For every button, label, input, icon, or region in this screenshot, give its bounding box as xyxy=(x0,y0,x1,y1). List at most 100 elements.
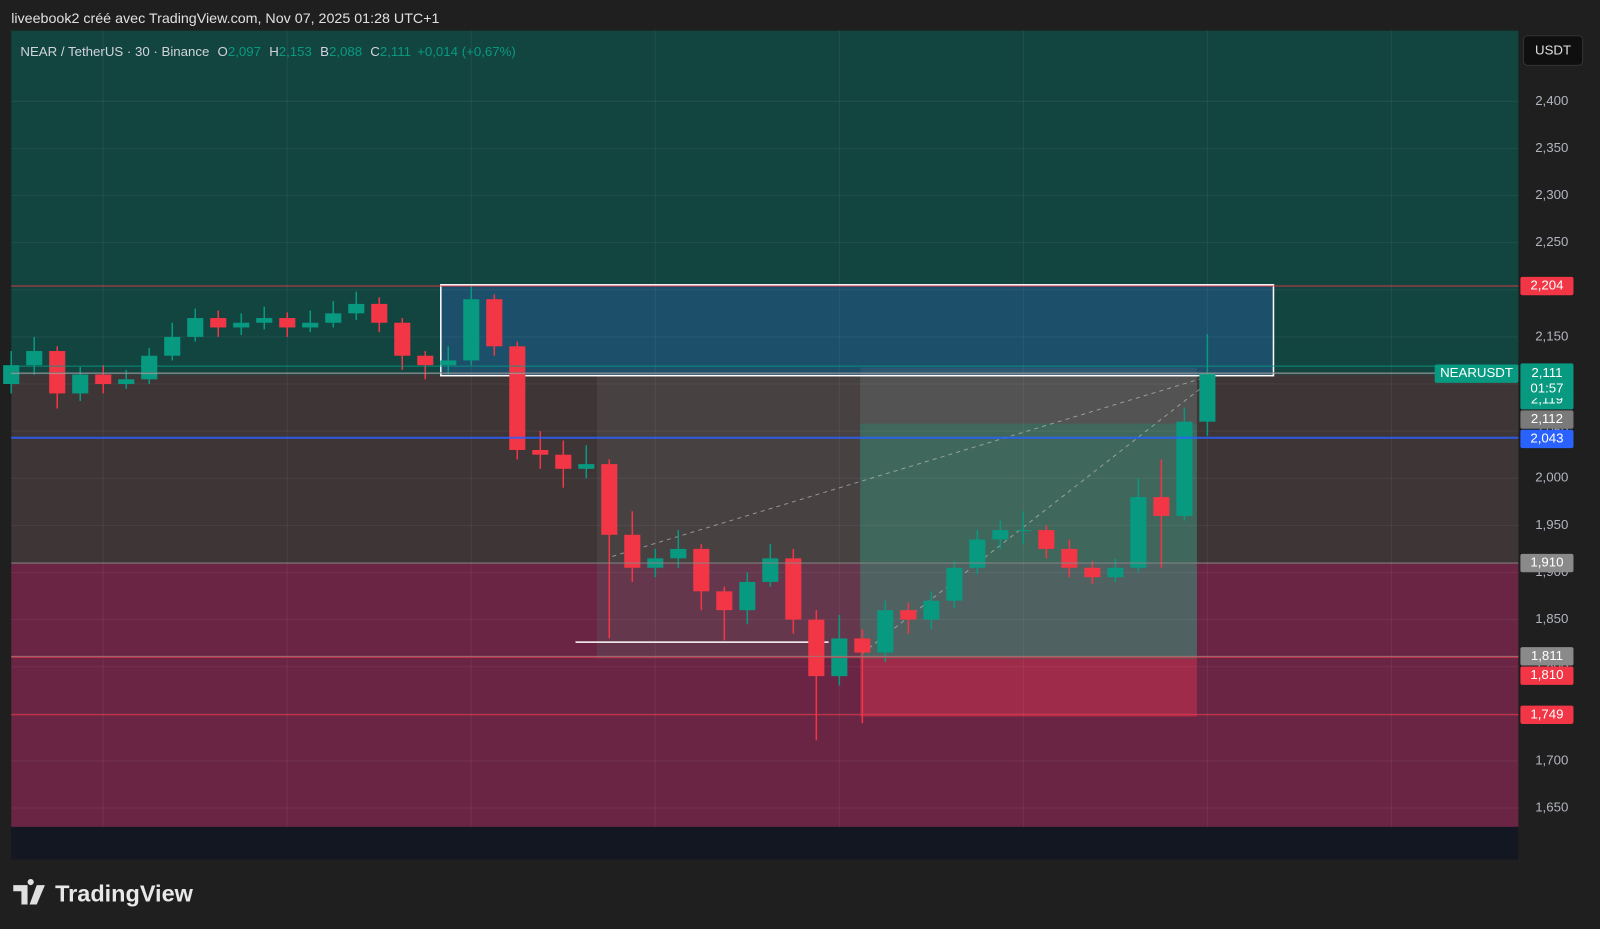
last-price-label: 2,111 xyxy=(1531,365,1562,380)
price-badge-label: 2,204 xyxy=(1530,278,1563,293)
candle-body xyxy=(1130,497,1147,568)
candle-body xyxy=(992,530,1009,540)
candle-body xyxy=(1153,497,1170,516)
chart-layer: 2,4002,3502,3002,2502,2002,1502,1002,050… xyxy=(3,30,1574,851)
price-badge-label: 1,810 xyxy=(1530,667,1563,682)
position-profit xyxy=(860,423,1197,659)
currency-box xyxy=(1522,35,1584,66)
candle-body xyxy=(440,360,457,366)
price-badge-label: 2,112 xyxy=(1531,411,1563,426)
candle-body xyxy=(716,591,733,611)
candle-body xyxy=(463,299,480,361)
y-tick-label: 1,950 xyxy=(1535,517,1568,532)
candle-body xyxy=(762,558,779,582)
candle-body xyxy=(302,322,319,328)
ohlc-key: C xyxy=(370,44,380,59)
candle-body xyxy=(1015,530,1032,532)
candle-body xyxy=(417,355,434,366)
candle-body xyxy=(693,548,710,592)
candle-body xyxy=(1061,548,1078,568)
y-tick-label: 2,150 xyxy=(1535,328,1568,343)
candle-body xyxy=(1199,373,1216,422)
position-loss xyxy=(860,658,1197,717)
candle-body xyxy=(969,539,986,568)
candle-body xyxy=(3,365,20,385)
price-badge-label: 1,811 xyxy=(1531,648,1563,663)
y-tick-label: 1,650 xyxy=(1535,800,1568,815)
time-axis xyxy=(11,826,1519,860)
candle-body xyxy=(578,464,595,469)
candle-body xyxy=(325,313,342,323)
y-tick-label: 2,350 xyxy=(1535,140,1568,155)
y-tick-label: 2,000 xyxy=(1535,470,1568,485)
symbol: NEAR / TetherUS · 30 · Binance xyxy=(20,44,209,59)
candle-body xyxy=(670,548,687,559)
candle-body xyxy=(785,558,802,620)
legend: NEAR / TetherUS · 30 · Binance O2,097 H2,1… xyxy=(20,44,515,59)
candle-body xyxy=(95,374,112,385)
candle-body xyxy=(486,299,503,347)
trend-line xyxy=(861,377,1215,654)
brand: TradingView xyxy=(55,881,194,907)
candle-body xyxy=(1038,530,1055,549)
ohlc-value: 2,097 xyxy=(228,44,261,59)
candle-body xyxy=(279,318,296,328)
zone-top xyxy=(11,30,1519,375)
ohlc-key: O xyxy=(218,44,228,59)
resistance-box xyxy=(440,284,1275,377)
price-badge-label: 2,043 xyxy=(1530,430,1563,445)
candle-body xyxy=(601,464,618,535)
candle-body xyxy=(808,619,825,677)
y-tick-label: 2,400 xyxy=(1535,93,1568,108)
candle-body xyxy=(532,449,549,455)
zone-mid xyxy=(11,374,1519,564)
symbol-tag-label: NEARUSDT xyxy=(1440,365,1513,380)
price-badge xyxy=(1520,705,1574,724)
ohlc-key: H xyxy=(269,44,279,59)
price-badge xyxy=(1520,647,1574,666)
trend-line xyxy=(612,374,1215,557)
price-badge xyxy=(1520,553,1574,573)
y-tick-label: 1,700 xyxy=(1535,752,1568,767)
candle-body xyxy=(946,567,963,601)
candle-body xyxy=(1084,567,1101,578)
candle-body xyxy=(624,534,641,568)
candle-body xyxy=(900,610,917,620)
currency: USDT xyxy=(1535,43,1571,58)
candle-body xyxy=(256,318,273,323)
candle-body xyxy=(26,351,43,366)
ohlc-value: 2,088 xyxy=(329,44,362,59)
candle-body xyxy=(555,454,572,469)
zone-low xyxy=(11,563,1519,827)
candle-body xyxy=(210,318,227,328)
ohlc-key: B xyxy=(320,44,329,59)
countdown: 01:57 xyxy=(1530,380,1563,395)
candle-body xyxy=(1176,421,1193,516)
candle-body xyxy=(233,322,250,328)
candle-body xyxy=(118,379,135,385)
symbol-tag xyxy=(1434,364,1519,383)
y-tick-label: 2,250 xyxy=(1535,234,1568,249)
candle-body xyxy=(739,581,756,611)
price-badge-label: 1,910 xyxy=(1530,555,1563,570)
last-badge xyxy=(1520,363,1574,399)
range-box xyxy=(596,374,1197,659)
candle-body xyxy=(72,374,89,394)
price-badge xyxy=(1520,429,1574,449)
candle-body xyxy=(371,303,388,323)
candle-body xyxy=(1107,567,1124,578)
candle-body xyxy=(509,346,526,450)
ohlc-value: 2,153 xyxy=(279,44,312,59)
candle-body xyxy=(141,355,158,380)
candle-body xyxy=(877,610,894,653)
candle-body xyxy=(394,322,411,356)
ohlc-value: 2,111 xyxy=(380,44,411,59)
price-badge xyxy=(1520,666,1574,685)
price-badge xyxy=(1520,410,1574,429)
candle-body xyxy=(164,336,181,356)
y-tick-label: 2,300 xyxy=(1535,187,1568,202)
change: +0,014 (+0,67%) xyxy=(417,44,516,59)
candle-body xyxy=(923,600,940,620)
